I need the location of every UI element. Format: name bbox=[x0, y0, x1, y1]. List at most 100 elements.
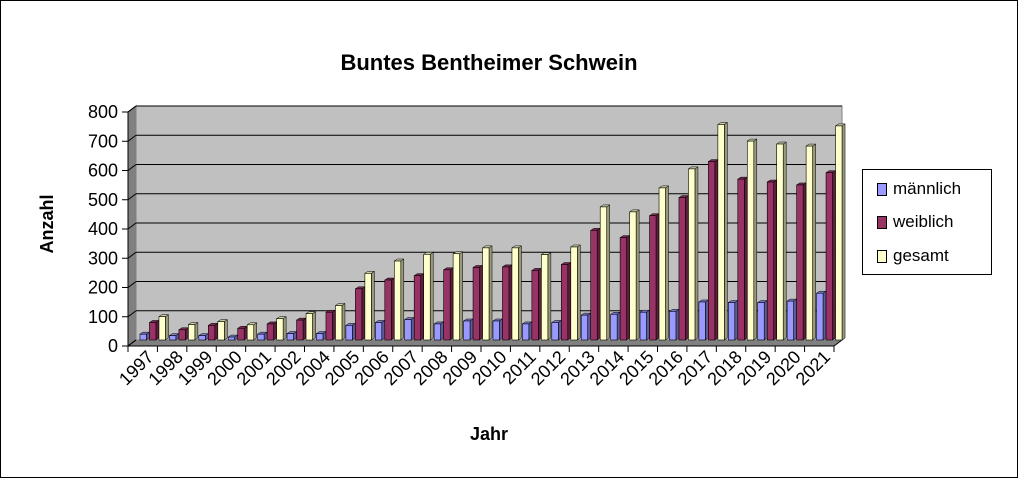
y-tick-label: 400 bbox=[88, 219, 118, 239]
bar-side bbox=[165, 314, 169, 341]
bar-side bbox=[488, 245, 493, 341]
legend-label-maennlich: männlich bbox=[893, 179, 962, 198]
bar-weiblich-2008 bbox=[443, 269, 451, 341]
bar-side bbox=[734, 300, 739, 341]
legend-label-weiblich: weiblich bbox=[893, 212, 954, 231]
bar-side bbox=[282, 316, 287, 341]
bar-weiblich-2005 bbox=[355, 288, 363, 341]
bar-side bbox=[194, 322, 199, 341]
legend-swatch-maennlich bbox=[877, 182, 887, 196]
bar-gesamt-2012 bbox=[570, 246, 578, 341]
gridline-side bbox=[127, 193, 137, 201]
bar-side bbox=[596, 227, 601, 341]
gridline-side bbox=[127, 281, 137, 288]
legend-item-gesamt: gesamt bbox=[877, 245, 949, 267]
bar-männlich-2014 bbox=[610, 313, 618, 341]
bar-side bbox=[224, 319, 228, 341]
bar-side bbox=[753, 138, 758, 341]
x-axis-title: Jahr bbox=[470, 424, 508, 444]
bar-gesamt-2007 bbox=[423, 253, 431, 341]
y-tick-label: 100 bbox=[88, 307, 118, 327]
bar-gesamt-2015 bbox=[658, 187, 666, 341]
bar-side bbox=[714, 159, 719, 341]
bar-gesamt-2011 bbox=[541, 254, 549, 341]
bar-side bbox=[724, 121, 728, 341]
x-tick-label: 2021 bbox=[792, 347, 834, 389]
y-tick-label: 500 bbox=[88, 190, 118, 210]
legend-swatch-gesamt bbox=[877, 249, 887, 263]
bar-weiblich-2011 bbox=[531, 270, 539, 341]
bar-gesamt-2020 bbox=[805, 145, 813, 341]
legend-label-gesamt: gesamt bbox=[893, 246, 949, 265]
bar-side bbox=[361, 286, 366, 341]
bar-männlich-2015 bbox=[639, 311, 647, 341]
bar-männlich-2012 bbox=[551, 322, 559, 341]
gridline-side bbox=[127, 310, 137, 318]
bar-gesamt-2008 bbox=[452, 253, 460, 341]
bar-weiblich-2016 bbox=[678, 197, 686, 341]
bar-gesamt-2013 bbox=[599, 206, 608, 341]
bar-weiblich-2006 bbox=[384, 279, 392, 341]
bar-männlich-2013 bbox=[580, 314, 589, 341]
bar-side bbox=[391, 277, 395, 341]
bar-männlich-1998 bbox=[169, 335, 177, 341]
bar-gesamt-2010 bbox=[511, 247, 519, 341]
plot-floor bbox=[126, 339, 844, 347]
bar-männlich-2002 bbox=[286, 333, 294, 341]
bar-weiblich-2000 bbox=[237, 327, 245, 341]
bar-side bbox=[832, 170, 836, 341]
bar-männlich-2006 bbox=[374, 322, 383, 341]
bar-side bbox=[587, 312, 591, 341]
bar-gesamt-2016 bbox=[688, 168, 696, 341]
bar-side bbox=[381, 319, 386, 341]
bar-weiblich-2013 bbox=[590, 230, 598, 341]
bar-side bbox=[763, 300, 768, 341]
bar-side bbox=[273, 321, 277, 341]
bar-weiblich-2009 bbox=[472, 267, 480, 341]
bar-weiblich-1997 bbox=[149, 322, 157, 341]
bar-side bbox=[459, 251, 463, 341]
bar-weiblich-1999 bbox=[207, 325, 216, 341]
bar-männlich-2009 bbox=[463, 320, 471, 341]
y-axis-title: Anzahl bbox=[37, 194, 57, 253]
bar-männlich-2019 bbox=[757, 302, 765, 341]
bar-side bbox=[400, 258, 405, 341]
bar-männlich-2018 bbox=[727, 302, 736, 341]
bar-weiblich-2017 bbox=[708, 161, 716, 341]
bar-gesamt-2018 bbox=[746, 140, 755, 341]
bar-gesamt-2006 bbox=[393, 260, 402, 341]
bar-gesamt-2019 bbox=[776, 143, 784, 341]
bar-weiblich-2001 bbox=[266, 323, 274, 341]
bar-männlich-2021 bbox=[816, 292, 824, 341]
bar-side bbox=[616, 311, 621, 341]
bar-side bbox=[655, 213, 660, 341]
bar-side bbox=[665, 185, 669, 341]
bar-gesamt-1999 bbox=[217, 321, 225, 341]
bar-side bbox=[675, 308, 680, 341]
bar-side bbox=[499, 318, 503, 341]
bar-männlich-2000 bbox=[227, 336, 236, 341]
bar-gesamt-1998 bbox=[188, 324, 196, 341]
y-tick-label: 800 bbox=[88, 102, 118, 122]
gridline-side bbox=[127, 105, 137, 113]
bar-gesamt-1997 bbox=[158, 316, 166, 341]
bar-side bbox=[744, 176, 748, 341]
bar-side bbox=[371, 270, 375, 341]
bar-side bbox=[440, 321, 444, 341]
bar-männlich-2001 bbox=[257, 333, 265, 341]
bar-side bbox=[626, 235, 630, 341]
gridline-side bbox=[127, 164, 137, 171]
bar-side bbox=[782, 141, 787, 341]
y-tick-label: 700 bbox=[88, 131, 118, 151]
y-tick-label: 300 bbox=[88, 248, 118, 268]
legend-item-maennlich: männlich bbox=[877, 178, 961, 200]
bar-weiblich-2019 bbox=[766, 181, 775, 341]
bar-side bbox=[812, 143, 816, 341]
bar-gesamt-2017 bbox=[717, 124, 725, 341]
bar-side bbox=[410, 317, 415, 341]
bar-side bbox=[429, 251, 434, 341]
gridline-side bbox=[127, 222, 137, 230]
bar-side bbox=[538, 267, 542, 341]
bar-weiblich-2020 bbox=[796, 184, 804, 341]
